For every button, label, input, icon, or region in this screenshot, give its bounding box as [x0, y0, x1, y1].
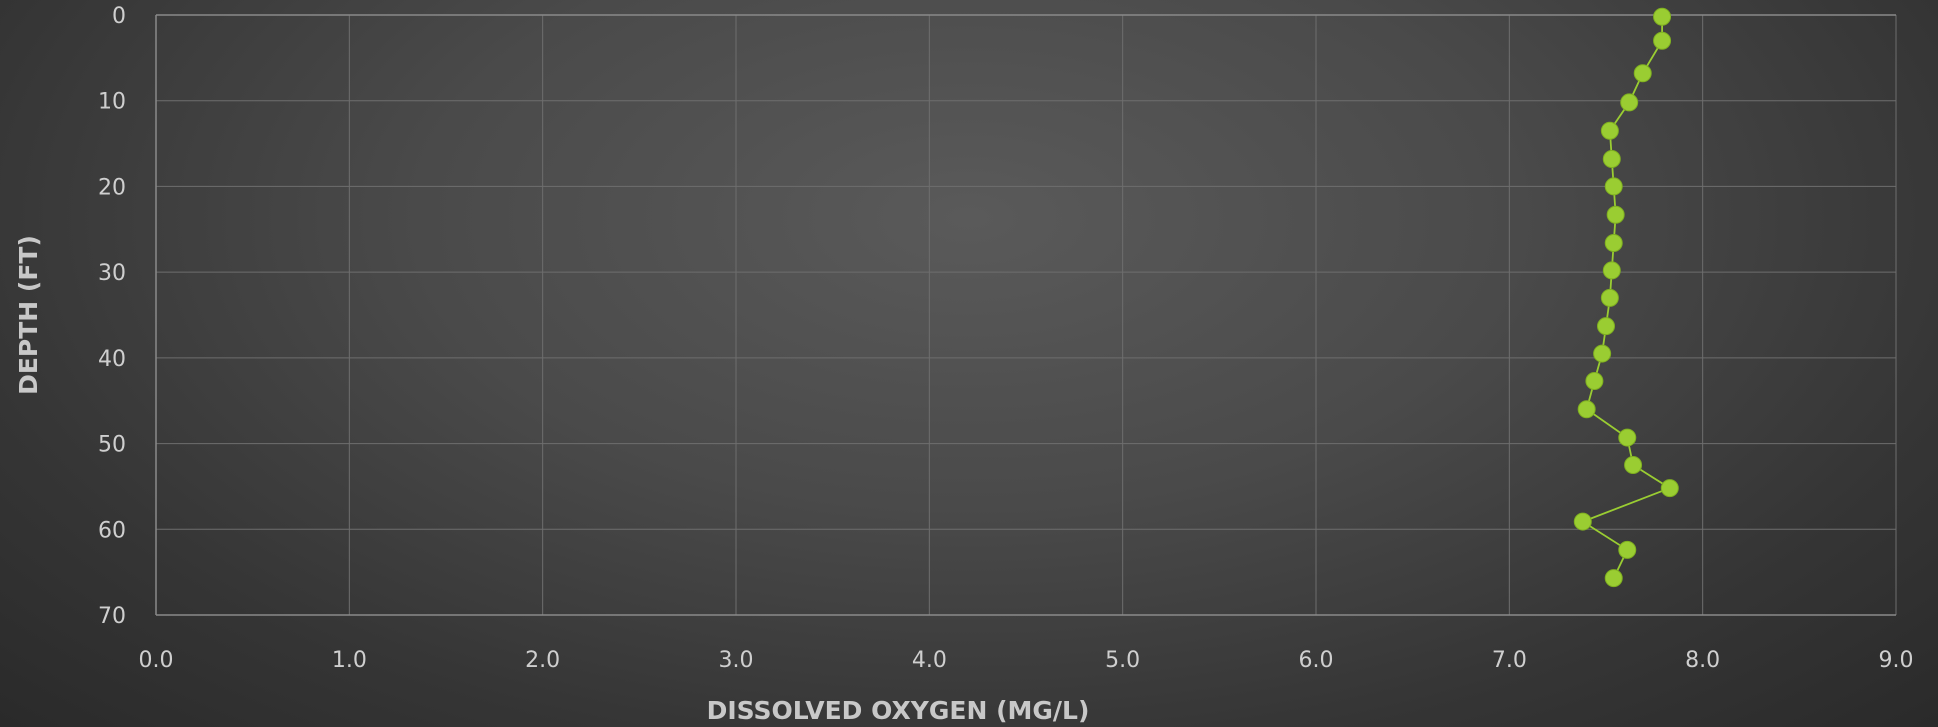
- data-point: [1604, 234, 1623, 252]
- data-point: [1606, 205, 1625, 224]
- data-point: [1585, 372, 1604, 390]
- y-tick-label: 10: [98, 90, 126, 115]
- data-point: [1577, 400, 1596, 419]
- data-point: [1602, 261, 1621, 280]
- data-point: [1600, 288, 1619, 307]
- y-tick-label: 40: [98, 347, 126, 372]
- data-point: [1618, 540, 1637, 559]
- series-layer: [1573, 7, 1679, 588]
- data-point: [1604, 569, 1623, 588]
- data-point: [1624, 456, 1643, 474]
- x-tick-label: 8.0: [1685, 648, 1720, 673]
- x-tick-label: 6.0: [1299, 648, 1334, 673]
- x-tick-label: 9.0: [1879, 648, 1914, 673]
- data-point: [1597, 317, 1615, 336]
- x-tick-label: 7.0: [1492, 648, 1527, 673]
- data-point: [1602, 150, 1621, 168]
- x-tick-labels: 0.0 1.0 2.0 3.0 4.0 5.0 6.0 7.0 8.0 9.0: [139, 648, 1914, 673]
- data-point: [1593, 344, 1612, 363]
- data-point: [1633, 64, 1652, 83]
- x-tick-label: 1.0: [332, 648, 367, 673]
- x-tick-label: 0.0: [139, 648, 174, 673]
- y-tick-label: 60: [98, 518, 126, 543]
- x-tick-label: 5.0: [1105, 648, 1140, 673]
- data-point: [1604, 177, 1623, 196]
- data-point: [1600, 121, 1619, 140]
- data-point: [1660, 479, 1679, 498]
- data-point: [1573, 512, 1592, 531]
- x-tick-label: 3.0: [719, 648, 754, 673]
- axis-layer: [155, 14, 1896, 616]
- data-point: [1618, 428, 1637, 447]
- y-axis-title: DEPTH (FT): [14, 235, 43, 395]
- y-tick-label: 20: [98, 175, 126, 200]
- x-tick-label: 2.0: [525, 648, 560, 673]
- data-point: [1620, 93, 1639, 112]
- y-tick-label: 0: [112, 4, 126, 29]
- x-tick-label: 4.0: [912, 648, 947, 673]
- y-tick-label: 50: [98, 433, 126, 458]
- y-tick-label: 30: [98, 261, 126, 286]
- data-point: [1653, 31, 1672, 50]
- y-tick-label: 70: [98, 604, 126, 629]
- x-axis-title: DISSOLVED OXYGEN (MG/L): [707, 696, 1090, 725]
- y-tick-labels: 0 10 20 30 40 50 60 70: [98, 4, 126, 629]
- data-point: [1653, 7, 1672, 26]
